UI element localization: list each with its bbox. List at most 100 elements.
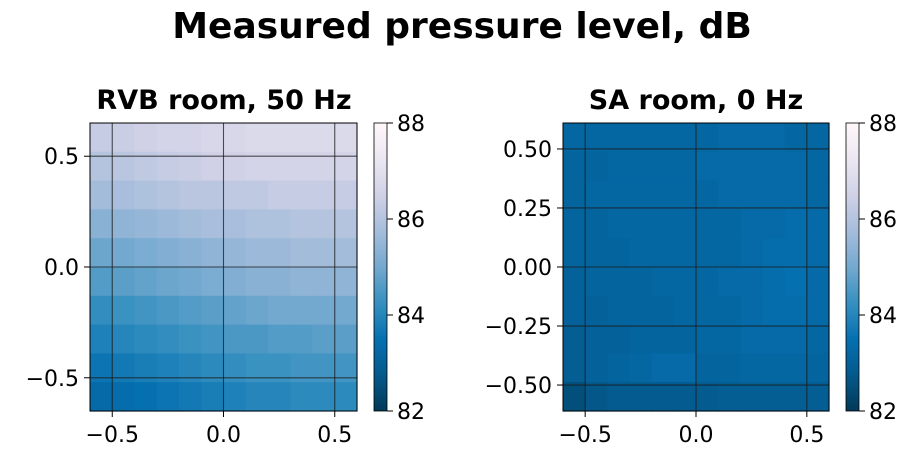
heatmap-cell bbox=[179, 324, 202, 354]
heatmap-cell bbox=[245, 382, 269, 412]
heatmap-cell bbox=[740, 180, 764, 210]
plot-frame bbox=[89, 122, 358, 412]
heatmap-cell bbox=[90, 209, 113, 239]
heatmap-cell bbox=[563, 123, 586, 153]
heatmap-cell bbox=[201, 209, 225, 239]
heatmap-cell bbox=[673, 324, 697, 354]
heatmap-cell bbox=[290, 209, 314, 239]
heatmap-cell bbox=[334, 180, 358, 210]
heatmap-cell bbox=[334, 324, 358, 354]
heatmap-cell bbox=[201, 382, 225, 412]
heatmap-cell bbox=[607, 382, 631, 412]
heatmap-cell bbox=[718, 209, 741, 239]
heatmap-cell bbox=[651, 295, 675, 326]
heatmap-cell bbox=[268, 238, 291, 268]
heatmap-cell bbox=[629, 324, 653, 354]
colorbar-sa: 88 86 84 82 bbox=[845, 112, 897, 425]
heatmap-cell bbox=[312, 209, 336, 239]
heatmap-cell bbox=[673, 151, 697, 182]
heatmap-cell bbox=[268, 151, 291, 182]
heatmap-cell bbox=[179, 238, 202, 268]
heatmap-cell bbox=[784, 209, 808, 239]
heatmap-cell bbox=[268, 180, 291, 210]
heatmap-cell bbox=[179, 353, 202, 383]
heatmap-cell bbox=[201, 123, 225, 153]
heatmap-cell bbox=[245, 151, 269, 182]
heatmap-cell bbox=[762, 209, 786, 239]
heatmap-cell bbox=[90, 295, 113, 326]
heatmap-cell bbox=[585, 180, 608, 210]
heatmap-cell bbox=[134, 267, 158, 297]
heatmap-cell bbox=[784, 382, 808, 412]
heatmap-cell bbox=[629, 123, 653, 153]
heatmap-cell bbox=[696, 123, 719, 153]
heatmap-cell bbox=[245, 295, 269, 326]
heatmap-cell bbox=[718, 151, 741, 182]
y-tick-label: −0.25 bbox=[485, 315, 552, 340]
heatmap-cell bbox=[268, 209, 291, 239]
heatmap-cell bbox=[290, 295, 314, 326]
heatmap-cell bbox=[762, 324, 786, 354]
heatmap-cell bbox=[784, 324, 808, 354]
heatmap-cell bbox=[112, 382, 136, 412]
x-tick-label: 0.0 bbox=[206, 423, 241, 448]
heatmap-cell bbox=[334, 209, 358, 239]
heatmap-cell bbox=[784, 238, 808, 268]
heatmap-cell bbox=[563, 295, 586, 326]
heatmap-cell bbox=[290, 382, 314, 412]
heatmap-cell bbox=[762, 353, 786, 383]
heatmap-cell bbox=[245, 267, 269, 297]
heatmap-cell bbox=[134, 180, 158, 210]
heatmap-cell bbox=[585, 382, 608, 412]
heatmap-cell bbox=[223, 123, 247, 153]
heatmap-cell bbox=[134, 324, 158, 354]
heatmap-cell bbox=[673, 267, 697, 297]
colorbar-tick-label: 82 bbox=[869, 400, 897, 425]
heatmap-cell bbox=[806, 353, 830, 383]
heatmap-cell bbox=[201, 353, 225, 383]
heatmap-cell bbox=[134, 238, 158, 268]
heatmap-cell bbox=[245, 180, 269, 210]
heatmap-cell bbox=[629, 180, 653, 210]
heatmap-cell bbox=[134, 123, 158, 153]
heatmap-cell bbox=[696, 267, 719, 297]
heatmap-cell bbox=[585, 267, 608, 297]
heatmap-cell bbox=[673, 123, 697, 153]
y-tick-label: 0.25 bbox=[503, 197, 552, 222]
heatmap-cell bbox=[134, 209, 158, 239]
heatmap-cell bbox=[629, 382, 653, 412]
heatmap-cell bbox=[651, 382, 675, 412]
heatmap-cell bbox=[585, 123, 608, 153]
heatmap-cell bbox=[268, 382, 291, 412]
heatmap-cell bbox=[312, 151, 336, 182]
heatmap-cell bbox=[90, 180, 113, 210]
heatmap-cell bbox=[607, 353, 631, 383]
heatmap-cell bbox=[156, 382, 180, 412]
heatmap-cell bbox=[696, 209, 719, 239]
heatmap-cell bbox=[112, 151, 136, 182]
heatmap-cell bbox=[334, 123, 358, 153]
heatmap-cell bbox=[651, 151, 675, 182]
heatmap-cell bbox=[112, 353, 136, 383]
heatmap-cell bbox=[740, 267, 764, 297]
heatmap-cell bbox=[651, 209, 675, 239]
heatmap-cell bbox=[718, 382, 741, 412]
heatmap-cell bbox=[629, 353, 653, 383]
colorbar-gradient bbox=[845, 122, 860, 412]
heatmap-cell bbox=[112, 180, 136, 210]
heatmap-cell bbox=[585, 151, 608, 182]
heatmap-cell bbox=[223, 151, 247, 182]
heatmap-cell bbox=[268, 295, 291, 326]
heatmap-cell bbox=[268, 324, 291, 354]
heatmap-cell bbox=[290, 353, 314, 383]
heatmap-cell bbox=[762, 382, 786, 412]
heatmap-cell bbox=[334, 151, 358, 182]
heatmap-cell bbox=[223, 267, 247, 297]
heatmap-cell bbox=[201, 238, 225, 268]
heatmap-cell bbox=[156, 238, 180, 268]
heatmap-cell bbox=[784, 151, 808, 182]
heatmap-cell bbox=[784, 295, 808, 326]
heatmap-cell bbox=[651, 180, 675, 210]
heatmap-cell bbox=[629, 209, 653, 239]
